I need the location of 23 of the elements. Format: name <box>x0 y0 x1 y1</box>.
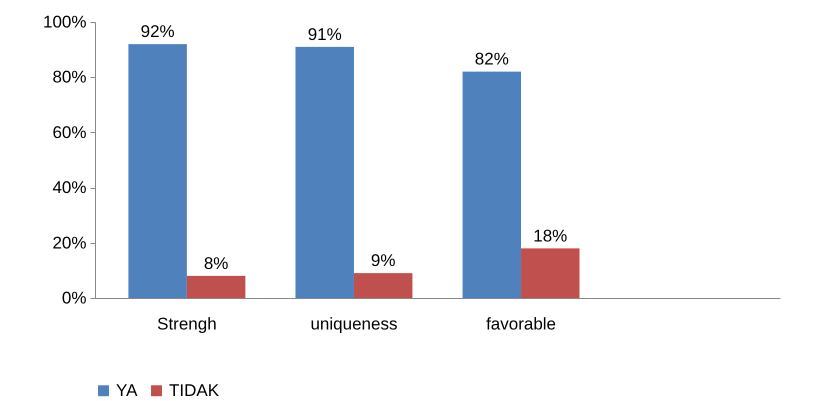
data-label: 82% <box>474 50 509 69</box>
legend-label: TIDAK <box>169 380 220 400</box>
data-label: 91% <box>308 24 342 44</box>
data-label: 92% <box>140 22 175 42</box>
x-tick-label: Strengh <box>157 314 217 334</box>
y-tick-label: 100% <box>43 12 86 32</box>
y-tick-label: 0% <box>62 288 86 308</box>
y-tick-label: 20% <box>52 233 86 252</box>
x-tick-label: uniqueness <box>310 314 398 334</box>
x-tick-label: favorable <box>486 314 556 334</box>
data-label: 18% <box>533 226 568 246</box>
bar <box>186 276 246 298</box>
bar <box>462 72 522 298</box>
legend-label: YA <box>116 380 138 400</box>
y-tick-label: 60% <box>52 122 86 142</box>
bar <box>521 248 580 298</box>
y-tick-label: 80% <box>52 68 86 87</box>
bar <box>128 44 187 298</box>
bar <box>354 273 412 298</box>
data-label: 8% <box>204 254 228 273</box>
bar <box>295 46 354 298</box>
data-label: 9% <box>370 251 396 270</box>
y-tick-label: 40% <box>52 178 86 198</box>
